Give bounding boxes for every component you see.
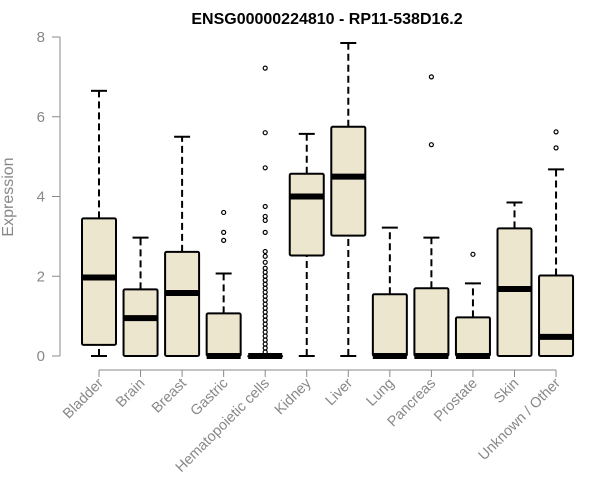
outlier-point <box>553 129 559 135</box>
outlier-point <box>428 74 434 80</box>
x-tick-label: Breast <box>149 376 190 417</box>
x-tick-label: Skin <box>491 376 522 407</box>
outlier-point <box>262 130 268 136</box>
box-prostate <box>454 251 491 359</box>
box-skin <box>496 201 533 357</box>
x-tick-label: Liver <box>323 375 357 409</box>
x-tick-label: Lung <box>364 376 398 410</box>
box <box>371 293 408 358</box>
outlier-point <box>428 142 434 148</box>
box-brain <box>122 236 159 357</box>
box <box>330 125 367 237</box>
x-tick-label: Kidney <box>272 375 315 418</box>
outlier-point <box>262 265 268 271</box>
box-kidney <box>288 132 325 357</box>
y-tick-label: 6 <box>37 109 45 126</box>
box-pancreas <box>413 74 450 359</box>
y-tick-label: 4 <box>37 189 45 206</box>
box-liver <box>330 41 367 357</box>
box-breast <box>164 135 201 358</box>
box <box>288 172 325 257</box>
box <box>164 250 201 358</box>
x-tick-label: Bladder <box>60 375 107 422</box>
outlier-point <box>262 213 268 220</box>
outlier-point <box>470 251 476 257</box>
outlier-point <box>262 203 268 210</box>
box-hematopoietic-cells <box>247 65 284 359</box>
box-bladder <box>81 89 117 357</box>
outlier-point <box>553 145 559 151</box>
outlier-point <box>221 237 227 243</box>
y-ticks: 0 2 4 6 8 <box>37 29 60 365</box>
x-tick-label: Prostate <box>431 376 480 425</box>
box <box>205 312 242 357</box>
outlier-point <box>221 209 227 216</box>
chart-title: ENSG00000224810 - RP11-538D16.2 <box>191 11 462 28</box>
box <box>81 217 117 346</box>
box <box>413 287 450 357</box>
outlier-point <box>262 165 268 171</box>
y-tick-label: 2 <box>37 268 45 285</box>
y-axis-label: Expression <box>0 157 17 236</box>
box-lung <box>371 226 408 359</box>
outlier-point <box>262 248 268 255</box>
box <box>454 316 491 358</box>
x-tick-label: Brain <box>113 376 148 411</box>
outlier-point <box>262 65 268 71</box>
box <box>538 274 575 358</box>
outlier-point <box>262 253 268 259</box>
outlier-point <box>262 229 268 235</box>
y-tick-label: 8 <box>37 29 45 46</box>
y-tick-label: 0 <box>37 348 45 365</box>
box <box>122 288 159 357</box>
box <box>496 227 533 357</box>
box-series <box>81 41 575 359</box>
box-unknown-other <box>538 129 575 358</box>
outlier-point <box>262 259 268 265</box>
box-gastric <box>205 209 242 359</box>
outlier-point <box>221 229 227 235</box>
